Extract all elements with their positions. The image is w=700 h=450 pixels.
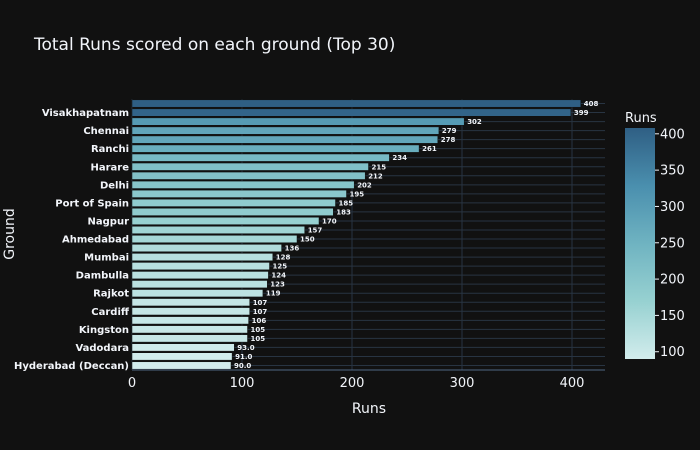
- data-label: 212: [368, 172, 383, 180]
- colorbar-title: Runs: [625, 111, 657, 126]
- colorbar: [625, 128, 655, 359]
- bar: [131, 334, 248, 343]
- data-label: 150: [300, 236, 315, 244]
- bar: [131, 135, 439, 144]
- y-tick-label: Visakhapatnam: [42, 108, 129, 119]
- data-label: 128: [276, 254, 291, 262]
- data-label: 302: [467, 118, 482, 126]
- data-label: 105: [251, 326, 266, 334]
- bar: [131, 189, 347, 198]
- colorbar-tick-label: 250: [660, 236, 685, 251]
- category-labels: Visakhapatnam Chennai Ranchi Harare Delhi Por…: [14, 108, 130, 372]
- colorbar-tick-label: 300: [660, 200, 685, 215]
- data-label: 119: [266, 290, 281, 298]
- y-tick-label: Vadodara: [75, 343, 129, 354]
- x-tick-label: 0: [128, 376, 136, 391]
- data-label: 399: [574, 109, 589, 117]
- data-label: 125: [273, 263, 288, 271]
- data-label: 90.0: [234, 362, 251, 370]
- data-label: 123: [270, 281, 285, 289]
- bar: [131, 316, 249, 325]
- bar: [131, 343, 235, 352]
- y-tick-label: Hyderabad (Deccan): [14, 361, 129, 372]
- data-label: 124: [271, 272, 286, 280]
- x-tick-label: 200: [340, 376, 365, 391]
- colorbar-tick-label: 350: [660, 164, 685, 179]
- y-tick-label: Port of Spain: [55, 198, 129, 209]
- colorbar-tick-label: 200: [660, 273, 685, 288]
- bar: [131, 216, 320, 225]
- bar: [131, 253, 274, 262]
- data-label: 202: [357, 181, 372, 189]
- y-tick-label: Nagpur: [88, 216, 130, 227]
- data-label: 195: [350, 190, 365, 198]
- data-label: 91.0: [235, 353, 252, 361]
- y-tick-label: Cardiff: [91, 307, 130, 318]
- y-tick-label: Harare: [90, 162, 129, 173]
- bar: [131, 325, 248, 334]
- data-label: 107: [253, 308, 268, 316]
- data-label: 215: [372, 163, 387, 171]
- bar: [131, 144, 420, 153]
- y-axis-title: Ground: [2, 208, 18, 260]
- colorbar-ticks: 100 150 200 250 300 350 400: [655, 127, 685, 360]
- bar: [131, 361, 232, 370]
- x-tick-label: 400: [560, 376, 585, 391]
- x-axis-title: Runs: [352, 401, 386, 417]
- bar: [131, 126, 440, 135]
- bar: [131, 99, 582, 108]
- y-tick-label: Rajkot: [93, 289, 129, 300]
- bar: [131, 271, 269, 280]
- bar: [131, 298, 250, 307]
- bars-group: [131, 99, 582, 370]
- bar: [131, 108, 572, 117]
- data-label: 279: [442, 127, 457, 135]
- y-tick-label: Mumbai: [84, 253, 129, 264]
- data-label: 107: [253, 299, 268, 307]
- bar: [131, 280, 268, 289]
- x-tick-label: 300: [450, 376, 475, 391]
- y-tick-label: Dambulla: [76, 271, 129, 282]
- bar: [131, 352, 233, 361]
- colorbar-tick-label: 150: [660, 309, 685, 324]
- x-tick-labels: 0 100 200 300 400: [128, 376, 585, 391]
- data-labels: 4083993022792782612342152122021951851831…: [234, 100, 599, 370]
- data-label: 234: [392, 154, 407, 162]
- y-tick-label: Kingston: [79, 325, 129, 336]
- data-label: 185: [339, 199, 354, 207]
- data-label: 183: [336, 208, 351, 216]
- bar: [131, 162, 369, 171]
- y-tick-label: Ahmedabad: [62, 235, 129, 246]
- data-label: 170: [322, 217, 337, 225]
- bar: [131, 244, 282, 253]
- data-label: 105: [251, 335, 266, 343]
- bar: [131, 198, 336, 207]
- data-label: 136: [285, 245, 300, 253]
- data-label: 157: [308, 226, 323, 234]
- y-tick-label: Delhi: [100, 180, 129, 191]
- bar: [131, 289, 264, 298]
- data-label: 278: [441, 136, 456, 144]
- bar: [131, 180, 355, 189]
- data-label: 93.0: [237, 344, 254, 352]
- y-tick-label: Ranchi: [91, 144, 129, 155]
- bar: [131, 207, 334, 216]
- colorbar-tick-label: 100: [660, 345, 685, 360]
- bar: [131, 226, 305, 234]
- bar: [131, 235, 298, 243]
- y-tick-label: Chennai: [83, 126, 129, 137]
- colorbar-tick-label: 400: [660, 127, 685, 142]
- data-label: 261: [422, 145, 437, 153]
- x-tick-label: 100: [230, 376, 255, 391]
- chart-title: Total Runs scored on each ground (Top 30…: [33, 35, 395, 55]
- bar: [131, 171, 366, 180]
- bar: [131, 117, 465, 126]
- bar: [131, 307, 250, 316]
- data-label: 408: [584, 100, 599, 108]
- bar: [131, 262, 270, 271]
- data-label: 106: [252, 317, 267, 325]
- bar: [131, 153, 390, 162]
